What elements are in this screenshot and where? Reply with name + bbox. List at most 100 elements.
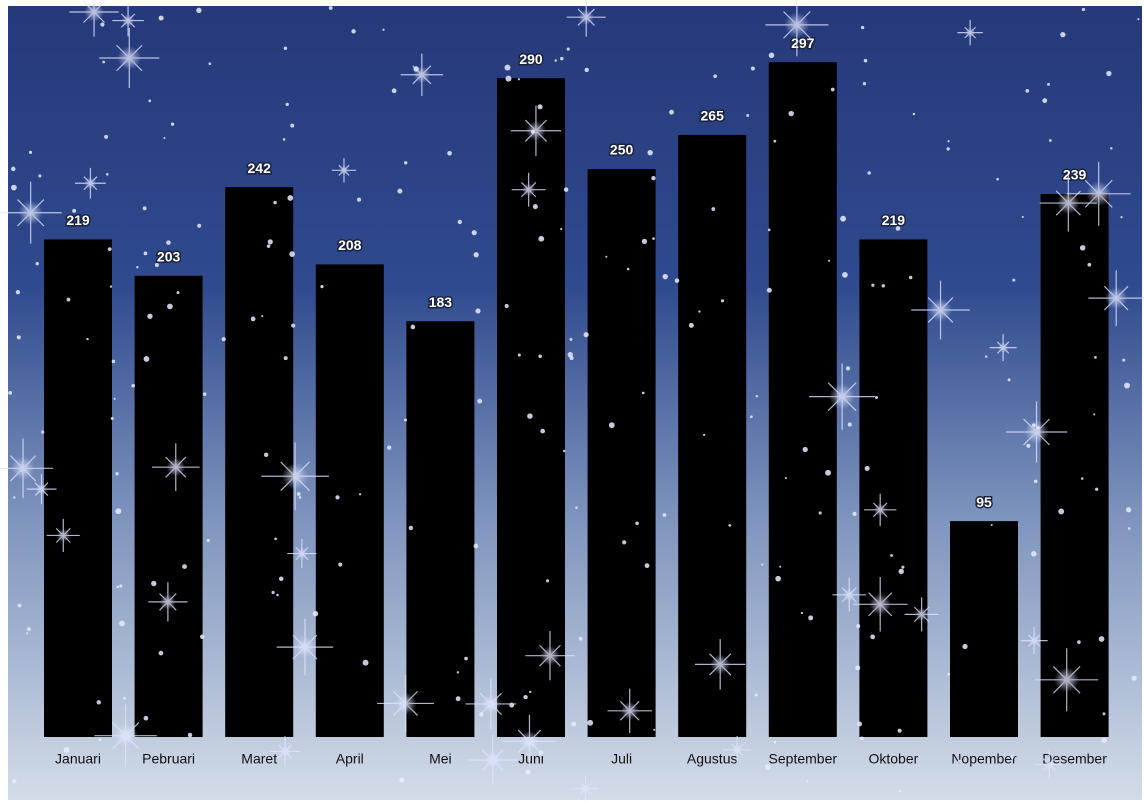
snow-dot	[142, 206, 147, 211]
sparkle	[573, 776, 598, 801]
snow-dot	[104, 134, 109, 139]
snow-dot	[773, 740, 777, 744]
sparkle-ray	[517, 729, 542, 753]
snow-dot	[1101, 737, 1107, 743]
snow-dot	[404, 418, 407, 422]
snow-dot	[338, 562, 343, 567]
sparkle	[99, 27, 160, 89]
value-label: 242	[248, 160, 272, 176]
snow-dot	[12, 496, 16, 499]
snow-dot	[143, 251, 148, 256]
snow-dot	[477, 398, 483, 404]
snow-dot	[1095, 487, 1099, 491]
x-tick-label: Agustus	[687, 751, 738, 767]
sparkle-ray	[730, 743, 744, 757]
snow-dot	[669, 109, 674, 115]
snow-dot	[856, 624, 861, 629]
snow-dot	[320, 284, 324, 289]
sparkle	[377, 674, 434, 732]
snow-dot	[200, 634, 205, 639]
sparkle-ray	[996, 341, 1010, 354]
snow-dot	[545, 579, 550, 583]
snow-dot	[382, 28, 385, 31]
snow-dot	[563, 187, 569, 192]
snow-dot	[143, 715, 149, 721]
sparkle	[112, 4, 144, 37]
sparkle-ray	[783, 11, 811, 39]
sparkle-ray	[868, 592, 893, 617]
sparkle	[400, 53, 444, 96]
sparkle	[151, 443, 200, 492]
snow-dot	[728, 523, 732, 527]
snow-dot	[154, 263, 159, 268]
snow-dot	[761, 563, 764, 566]
sparkle	[911, 280, 970, 340]
sparkle-ray	[1042, 758, 1056, 771]
snow-dot	[285, 102, 289, 107]
sparkle-ray	[120, 13, 136, 28]
snow-dot	[1125, 507, 1132, 513]
snow-dot	[517, 78, 521, 81]
sparkle-ray	[83, 176, 98, 191]
snow-dot	[775, 575, 781, 582]
snow-dot	[1033, 479, 1038, 484]
snow-dot	[540, 428, 546, 434]
x-tick-label: Maret	[241, 751, 277, 767]
snow-dot	[26, 632, 29, 635]
sparkle-ray	[55, 528, 71, 543]
sparkle	[511, 172, 546, 207]
value-label: 265	[701, 108, 725, 124]
sparkle-ray	[913, 606, 930, 623]
snow-dot	[767, 228, 771, 232]
sparkle	[75, 167, 106, 199]
snow-dot	[404, 161, 408, 165]
x-tick-label: Nopember	[951, 751, 1017, 767]
snow-dot	[946, 147, 950, 151]
bar	[1040, 193, 1109, 737]
snow-dot	[569, 337, 573, 341]
snow-dot	[387, 445, 392, 450]
snow-dot	[102, 60, 106, 64]
sparkle-ray	[292, 634, 318, 660]
snow-dot	[818, 511, 822, 515]
sparkle-ray	[709, 653, 732, 676]
snow-dot	[455, 696, 461, 702]
snow-dot	[187, 732, 193, 738]
snow-dot	[1012, 278, 1016, 282]
snow-dot	[504, 64, 511, 71]
snow-dot	[1131, 675, 1137, 681]
snow-dot	[1106, 70, 1112, 77]
snow-dot	[464, 656, 468, 661]
snow-dot	[566, 47, 570, 51]
snow-dot	[947, 672, 951, 676]
snow-dot	[537, 104, 543, 110]
snow-dot	[109, 285, 113, 288]
sparkle	[510, 105, 562, 156]
snow-dot	[652, 237, 655, 240]
snow-dot	[560, 56, 564, 61]
snow-dot	[773, 139, 777, 143]
snow-dot	[119, 584, 123, 588]
snow-dot	[1093, 413, 1096, 416]
sparkle	[904, 597, 939, 632]
bar	[587, 169, 656, 737]
snow-dot	[527, 413, 533, 419]
sparkle	[46, 518, 80, 553]
snow-dot	[583, 332, 589, 338]
snow-dot	[641, 391, 645, 395]
snow-dot	[635, 521, 639, 526]
snow-dot	[957, 759, 962, 764]
snow-dot	[1120, 215, 1123, 219]
sparkle-ray	[83, 1, 105, 23]
value-label: 219	[882, 212, 906, 228]
snow-dot	[746, 113, 750, 117]
bar	[678, 134, 747, 738]
snow-dot	[1025, 89, 1030, 93]
snow-dot	[768, 52, 775, 59]
sparkle	[1066, 161, 1131, 226]
snow-dot	[328, 6, 333, 10]
snow-dot	[870, 634, 876, 640]
bar	[497, 78, 565, 738]
snow-dot	[63, 746, 70, 753]
snow-dot	[479, 712, 484, 717]
